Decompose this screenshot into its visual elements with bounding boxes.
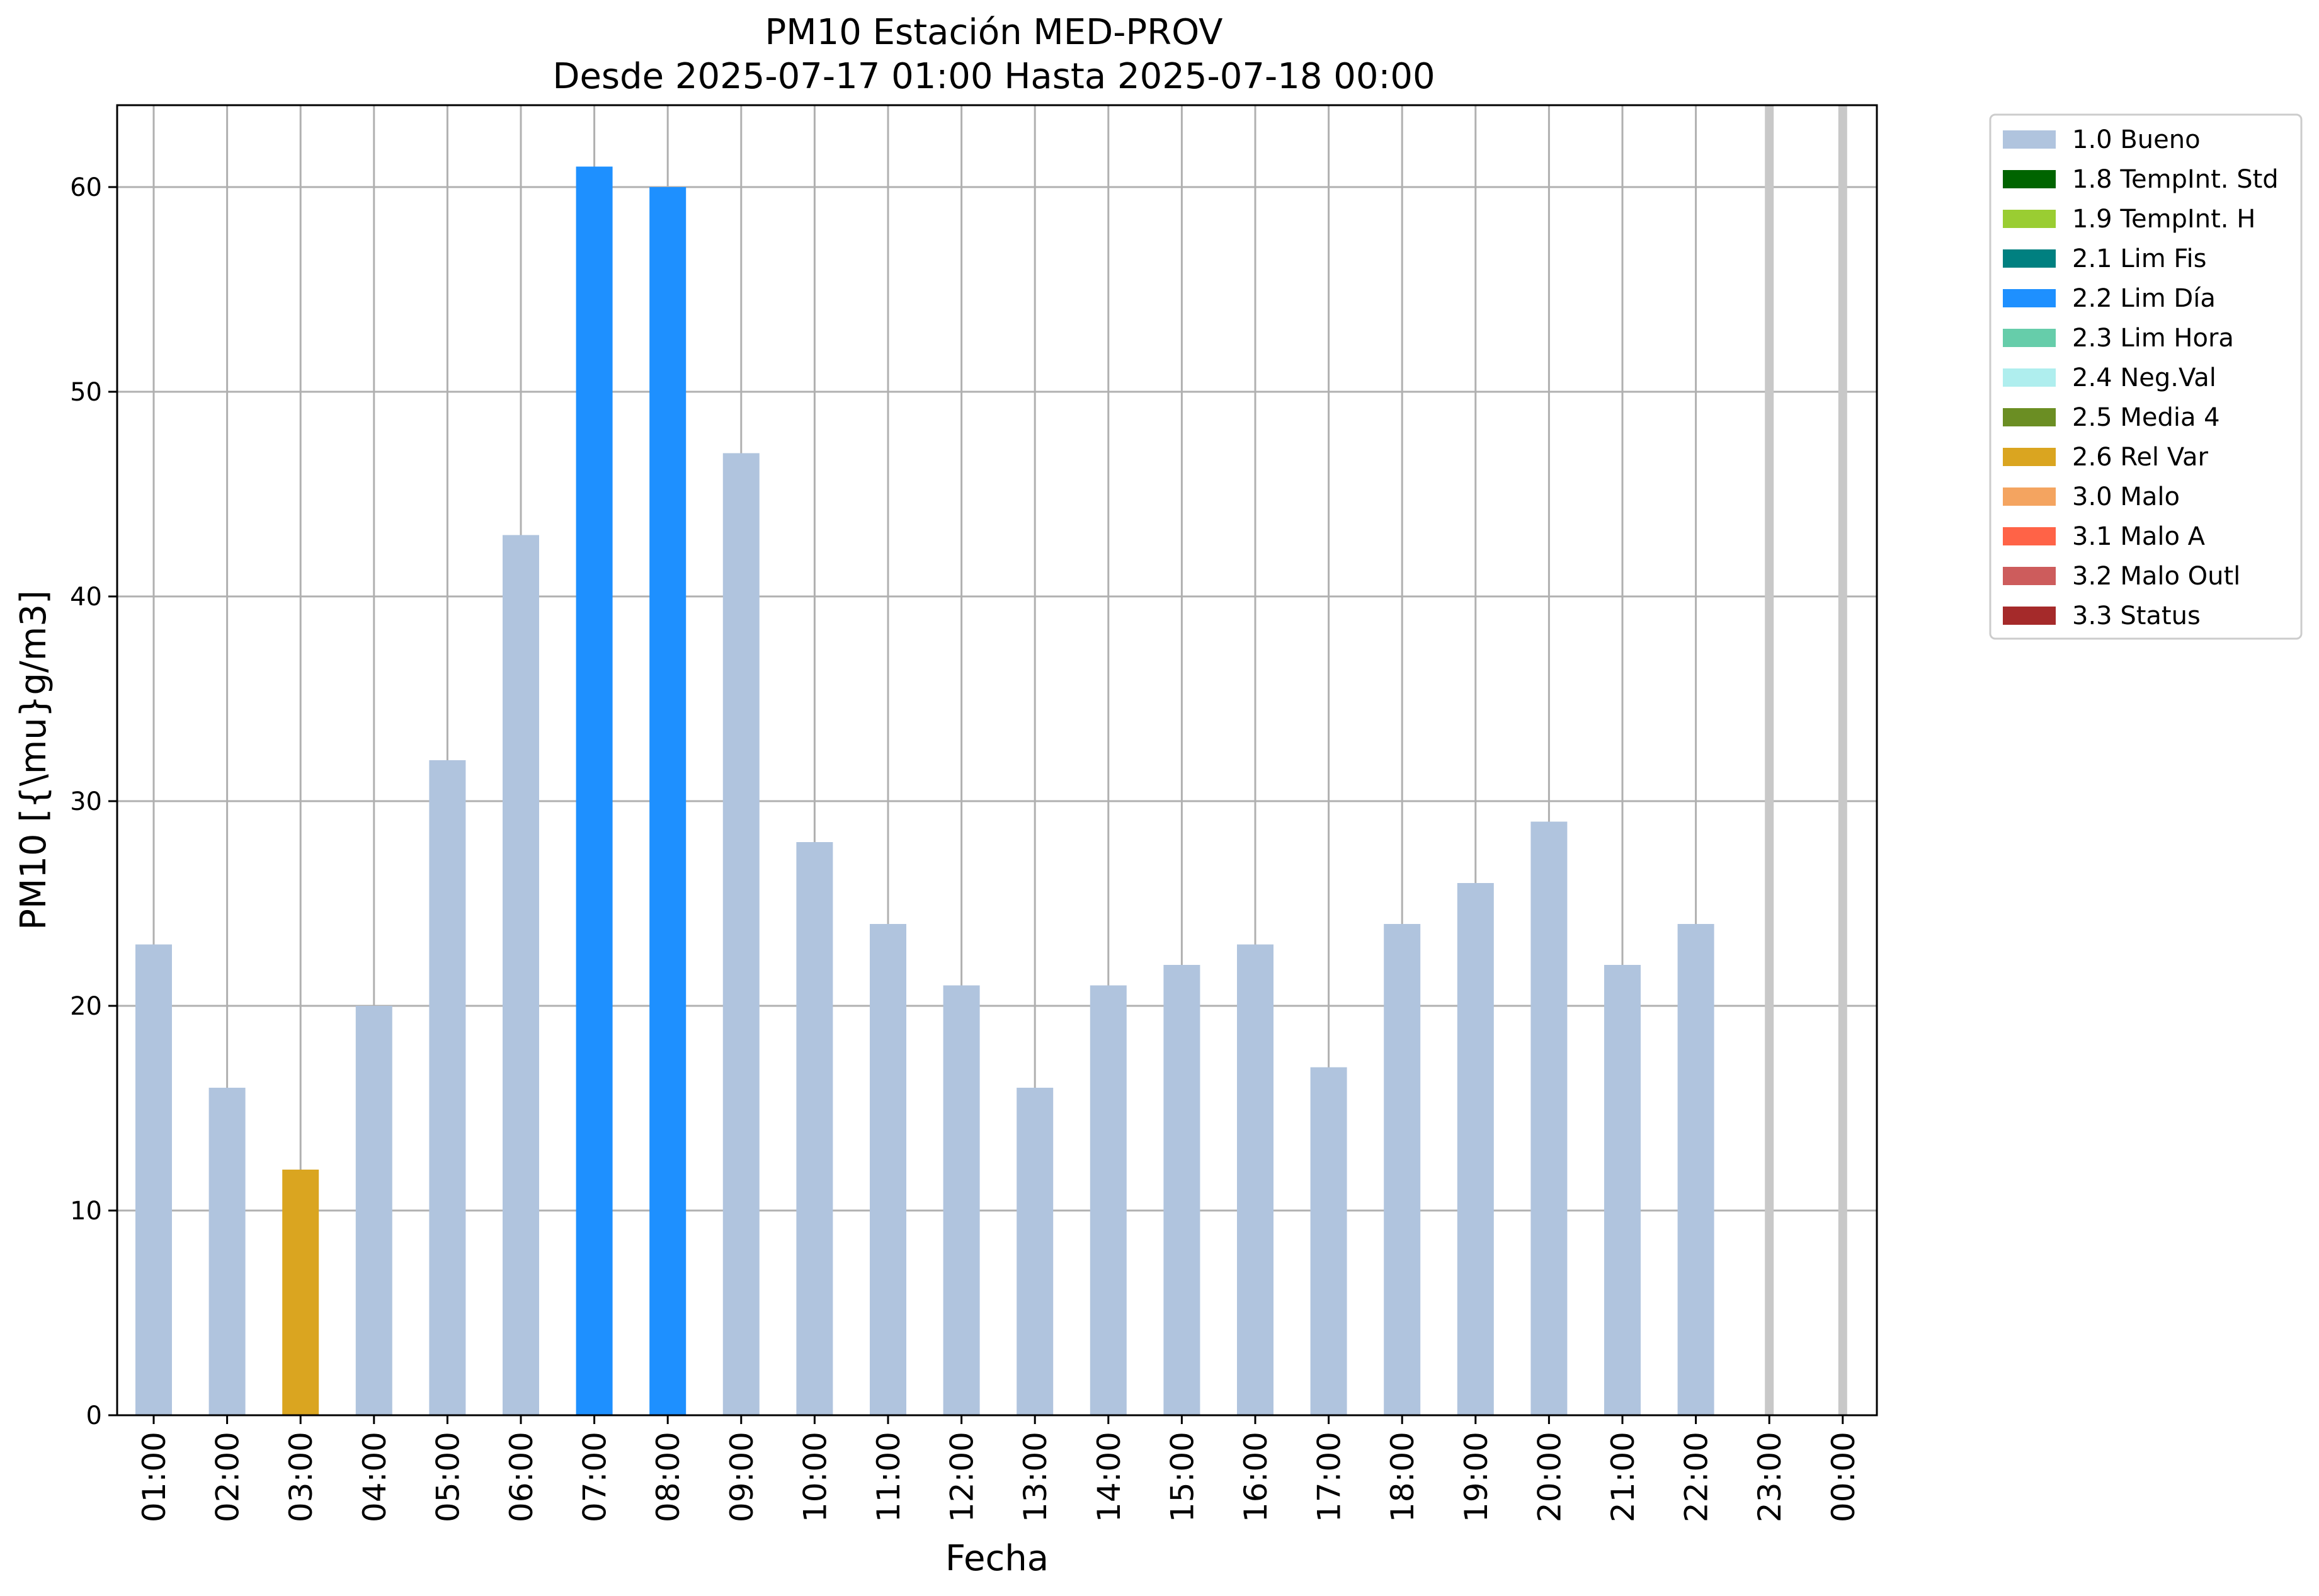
bar-0400 bbox=[355, 1006, 392, 1415]
x-tick-label: 17:00 bbox=[1311, 1432, 1348, 1522]
x-tick-label: 22:00 bbox=[1678, 1432, 1715, 1522]
bar-0600 bbox=[503, 535, 539, 1415]
legend-swatch bbox=[2003, 289, 2056, 307]
x-tick-label: 06:00 bbox=[503, 1432, 540, 1522]
bar-1400 bbox=[1090, 985, 1127, 1415]
bar-0700 bbox=[576, 166, 613, 1415]
legend-label: 1.0 Bueno bbox=[2072, 125, 2201, 154]
bar-1200 bbox=[943, 985, 980, 1415]
legend: 1.0 Bueno 1.8 TempInt. Std 1.9 TempInt. H 2… bbox=[1989, 113, 2303, 640]
bar-2100 bbox=[1604, 965, 1641, 1415]
legend-swatch bbox=[2003, 448, 2056, 466]
x-axis: 01:00 02:00 03:00 04:00 05:00 06:00 07:00 08:00… bbox=[136, 1415, 1862, 1522]
y-tick-label: 10 bbox=[70, 1197, 102, 1226]
y-tick-label: 60 bbox=[70, 173, 102, 202]
x-tick-label: 11:00 bbox=[870, 1432, 907, 1522]
bar-2000 bbox=[1530, 821, 1568, 1415]
y-axis-label: PM10 [{\mu}g/m3] bbox=[13, 590, 54, 930]
x-tick-label: 18:00 bbox=[1384, 1432, 1421, 1522]
y-tick-label: 30 bbox=[70, 787, 102, 816]
x-tick-label: 14:00 bbox=[1091, 1432, 1127, 1522]
plot-frame bbox=[116, 104, 1878, 1416]
x-tick-label: 00:00 bbox=[1825, 1432, 1862, 1522]
bar-1700 bbox=[1310, 1067, 1347, 1415]
legend-swatch bbox=[2003, 408, 2056, 426]
legend-label: 2.5 Media 4 bbox=[2072, 403, 2220, 432]
x-tick-label: 21:00 bbox=[1605, 1432, 1641, 1522]
legend-swatch bbox=[2003, 329, 2056, 347]
bars bbox=[135, 166, 1714, 1415]
legend-frame bbox=[1989, 113, 2303, 640]
bar-0200 bbox=[208, 1088, 246, 1415]
legend-swatch bbox=[2003, 249, 2056, 268]
y-tick-label: 0 bbox=[86, 1401, 102, 1430]
x-tick-label: 05:00 bbox=[430, 1432, 466, 1522]
x-axis-label: Fecha bbox=[945, 1538, 1049, 1579]
bar-1900 bbox=[1457, 883, 1494, 1415]
legend-label: 3.1 Malo A bbox=[2072, 522, 2206, 551]
legend-label: 3.3 Status bbox=[2072, 601, 2201, 630]
bar-0800 bbox=[649, 187, 687, 1415]
legend-swatch bbox=[2003, 527, 2056, 545]
missing-data-markers bbox=[1765, 105, 1847, 1415]
legend-swatch bbox=[2003, 567, 2056, 585]
bar-1500 bbox=[1163, 965, 1200, 1415]
x-tick-label: 09:00 bbox=[724, 1432, 760, 1522]
legend-label: 2.1 Lim Fis bbox=[2072, 244, 2206, 273]
x-tick-label: 12:00 bbox=[944, 1432, 981, 1522]
legend-swatch bbox=[2003, 368, 2056, 387]
legend-label: 2.3 Lim Hora bbox=[2072, 324, 2234, 353]
bar-2200 bbox=[1677, 924, 1714, 1415]
bar-0500 bbox=[429, 760, 466, 1415]
legend-swatch bbox=[2003, 170, 2056, 188]
x-tick-label: 19:00 bbox=[1458, 1432, 1495, 1522]
bar-0300 bbox=[282, 1170, 319, 1415]
y-tick-label: 40 bbox=[70, 583, 102, 612]
legend-swatch bbox=[2003, 130, 2056, 149]
x-tick-label: 01:00 bbox=[136, 1432, 173, 1522]
chart-title: PM10 Estación MED-PROV bbox=[765, 12, 1223, 53]
legend-label: 1.9 TempInt. H bbox=[2072, 205, 2255, 234]
bar-1100 bbox=[870, 924, 906, 1415]
y-axis: 0 10 20 30 40 50 60 bbox=[70, 173, 117, 1430]
legend-label: 3.2 Malo Outl bbox=[2072, 562, 2240, 591]
x-tick-label: 20:00 bbox=[1531, 1432, 1568, 1522]
x-tick-label: 03:00 bbox=[283, 1432, 319, 1522]
x-tick-label: 16:00 bbox=[1238, 1432, 1274, 1522]
legend-label: 2.2 Lim Día bbox=[2072, 284, 2216, 313]
legend-label: 2.6 Rel Var bbox=[2072, 443, 2209, 472]
y-tick-label: 20 bbox=[70, 992, 102, 1021]
bar-1300 bbox=[1017, 1088, 1054, 1415]
bar-0100 bbox=[135, 944, 172, 1415]
x-tick-label: 04:00 bbox=[356, 1432, 393, 1522]
x-tick-label: 02:00 bbox=[210, 1432, 246, 1522]
x-tick-label: 23:00 bbox=[1752, 1432, 1788, 1522]
legend-label: 1.8 TempInt. Std bbox=[2072, 165, 2279, 194]
legend-swatch bbox=[2003, 607, 2056, 625]
legend-swatch bbox=[2003, 487, 2056, 506]
x-tick-label: 13:00 bbox=[1017, 1432, 1054, 1522]
missing-marker-2300 bbox=[1765, 105, 1774, 1415]
bar-1600 bbox=[1237, 944, 1273, 1415]
bar-1800 bbox=[1384, 924, 1421, 1415]
bar-1000 bbox=[796, 842, 833, 1415]
legend-label: 2.4 Neg.Val bbox=[2072, 363, 2216, 392]
x-tick-label: 10:00 bbox=[797, 1432, 833, 1522]
x-tick-label: 08:00 bbox=[650, 1432, 687, 1522]
chart-subtitle: Desde 2025-07-17 01:00 Hasta 2025-07-18 … bbox=[552, 56, 1435, 97]
x-tick-label: 07:00 bbox=[577, 1432, 613, 1522]
x-tick-label: 15:00 bbox=[1164, 1432, 1200, 1522]
legend-label: 3.0 Malo bbox=[2072, 482, 2180, 511]
y-tick-label: 50 bbox=[70, 378, 102, 407]
legend-swatch bbox=[2003, 210, 2056, 228]
bar-0900 bbox=[722, 453, 760, 1415]
missing-marker-0000 bbox=[1838, 105, 1847, 1415]
